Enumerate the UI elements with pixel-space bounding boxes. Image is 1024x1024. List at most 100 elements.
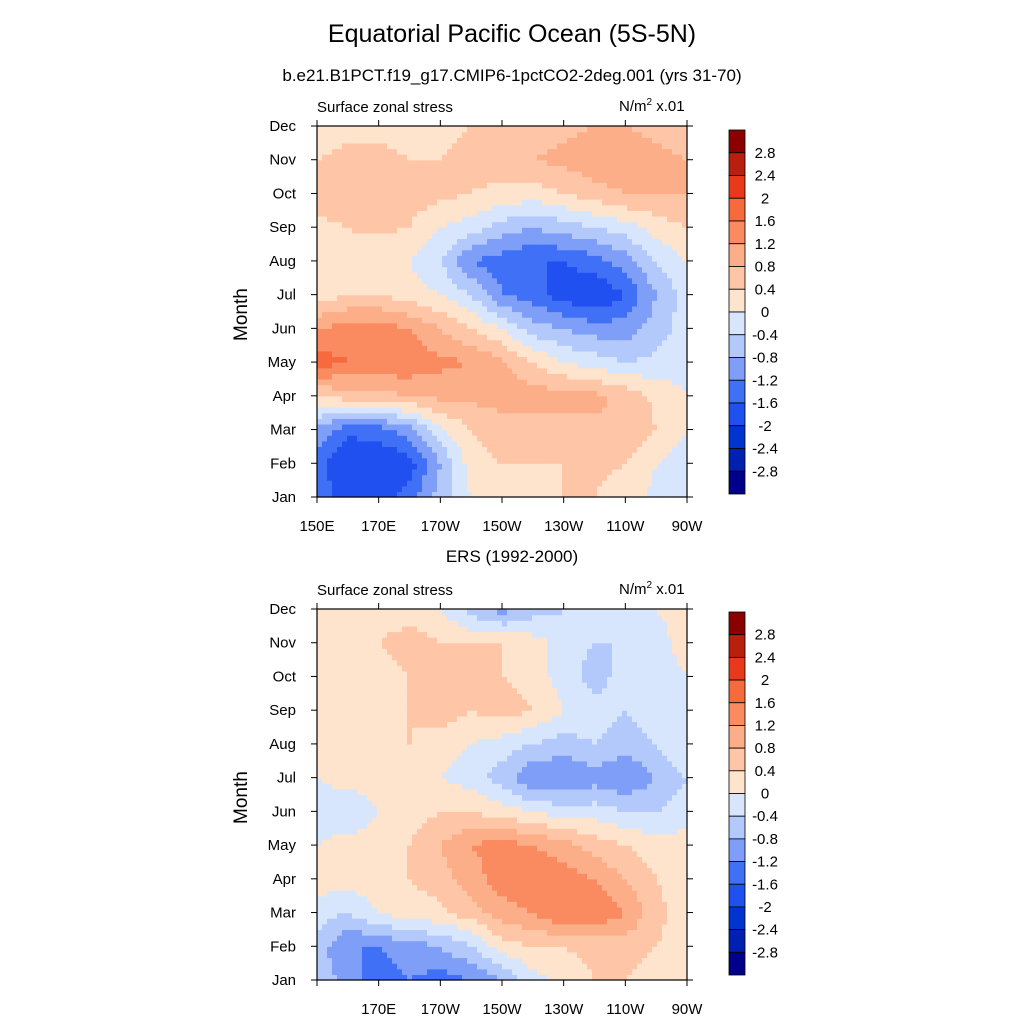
contour-cell [377,260,383,268]
contour-cell [347,390,353,397]
contour-cell [327,244,333,251]
contour-cell [542,249,548,256]
contour-cell [382,249,388,256]
contour-cell [592,356,598,363]
contour-cell [617,305,623,313]
contour-cell [622,170,628,178]
contour-cell [472,328,478,335]
contour-cell [372,429,378,436]
contour-cell [457,350,463,358]
contour-cell [522,362,528,369]
contour-cell [337,474,343,481]
contour-cell [452,199,458,206]
contour-cell [647,378,653,386]
contour-cell [407,289,413,296]
contour-cell [677,446,683,453]
contour-cell [597,440,603,448]
contour-cell [642,165,648,172]
contour-cell [317,215,323,223]
contour-cell [372,367,378,374]
contour-cell [547,227,553,234]
contour-cell [557,463,563,470]
contour-cell [522,384,528,391]
contour-cell [482,165,488,172]
contour-cell [377,317,383,324]
contour-cell [337,255,343,262]
contour-cell [432,423,438,431]
contour-cell [442,367,448,374]
contour-cell [447,333,453,341]
contour-cell [612,187,618,195]
contour-cell [407,373,413,380]
contour-cell [542,182,548,189]
contour-cell [592,137,598,144]
contour-cell [637,367,643,374]
contour-cell [542,193,548,200]
contour-cell [487,345,493,352]
contour-cell [367,333,373,341]
contour-cell [547,395,553,403]
contour-cell [587,305,593,313]
contour-cell [517,328,523,335]
contour-cell [572,345,578,352]
contour-cell [487,199,493,206]
contour-cell [642,435,648,442]
contour-cell [492,384,498,391]
contour-cell [462,446,468,453]
contour-cell [672,373,678,380]
contour-cell [367,356,373,363]
contour-cell [322,232,328,240]
contour-cell [547,407,553,414]
contour-cell [487,401,493,408]
contour-cell [637,350,643,358]
y-tick-label: Jul [277,287,296,304]
contour-cell [437,238,443,245]
contour-cell [517,300,523,307]
contour-cell [602,255,608,262]
contour-cell [337,440,343,448]
contour-cell [502,165,508,172]
contour-cell [632,418,638,425]
contour-cell [367,457,373,464]
contour-cell [627,390,633,397]
contour-cell [382,418,388,425]
contour-cell [562,137,568,144]
contour-cell [557,283,563,290]
contour-cell [532,412,538,419]
contour-cell [377,170,383,178]
contour-cell [662,429,668,436]
contour-cell [412,390,418,397]
contour-cell [562,238,568,245]
contour-cell [472,187,478,195]
contour-cell [587,215,593,223]
contour-cell [362,227,368,234]
contour-cell [402,373,408,380]
contour-cell [327,154,333,161]
contour-cell [362,142,368,150]
contour-cell [647,289,653,296]
contour-cell [497,407,503,414]
contour-cell [447,131,453,138]
contour-cell [587,418,593,425]
contour-cell [612,452,618,459]
contour-cell [382,126,388,133]
contour-cell [677,480,683,487]
contour-cell [457,435,463,442]
contour-cell [657,463,663,470]
contour-cell [537,294,543,301]
contour-cell [472,215,478,223]
contour-cell [437,485,443,492]
contour-cell [677,412,683,419]
contour-cell [357,126,363,133]
contour-cell [332,255,338,262]
contour-cell [532,328,538,335]
contour-cell [547,362,553,369]
contour-cell [437,429,443,436]
contour-cell [547,266,553,273]
contour-cell [607,390,613,397]
colorbar-box [728,357,746,381]
contour-cell [317,232,323,240]
contour-cell [332,148,338,155]
contour-cell [602,221,608,228]
contour-cell [332,452,338,459]
